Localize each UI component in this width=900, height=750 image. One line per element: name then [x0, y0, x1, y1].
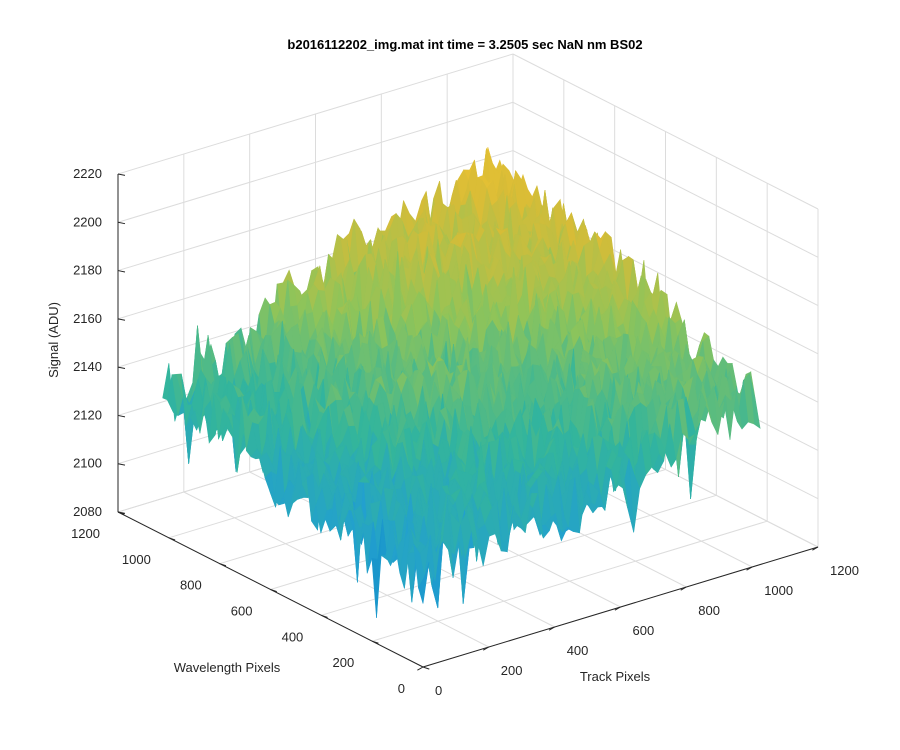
z-tick-label: 2120: [73, 407, 102, 422]
y-tick-mark: [168, 537, 176, 541]
z-tick-mark: [117, 221, 126, 225]
x-tick-mark: [548, 626, 555, 631]
x-tick-label: 1000: [764, 583, 793, 598]
y-tick-mark: [219, 563, 227, 567]
z-tick-label: 2080: [73, 504, 102, 519]
z-tick-label: 2220: [73, 166, 102, 181]
x-tick-label: 600: [633, 623, 655, 638]
y-tick-mark: [372, 640, 379, 644]
z-tick-mark: [117, 318, 126, 321]
x-tick-mark: [746, 566, 753, 571]
wall-gridline-z: [512, 101, 819, 258]
y-tick-mark: [270, 589, 277, 593]
floor-gridline-y: [321, 494, 717, 616]
z-axis-label: Signal (ADU): [46, 302, 61, 378]
x-tick-label: 200: [501, 663, 523, 678]
y-tick-label: 0: [398, 681, 405, 696]
surface-layer: [162, 147, 761, 618]
chart-title: b2016112202_img.mat int time = 3.2505 se…: [287, 37, 642, 52]
wall-gridline-z: [117, 150, 514, 272]
z-tick-mark: [117, 463, 126, 466]
y-tick-mark: [422, 666, 430, 670]
y-tick-label: 1000: [122, 552, 151, 567]
x-tick-mark: [812, 546, 819, 551]
z-tick-mark: [117, 173, 126, 176]
surface-patch: [418, 562, 430, 604]
z-tick-label: 2160: [73, 311, 102, 326]
tick-label-layer: 0 200 400 600 800 1000 1200 0 200 400 600 800 1000 12…: [71, 166, 859, 698]
y-tick-label: 200: [332, 655, 354, 670]
z-tick-label: 2180: [73, 263, 102, 278]
y-tick-label: 600: [231, 604, 253, 619]
z-tick-mark: [117, 414, 126, 418]
x-tick-mark: [482, 646, 490, 651]
x-tick-label: 400: [567, 643, 589, 658]
z-tick-label: 2200: [73, 214, 102, 229]
wall-gridline-z: [512, 150, 819, 307]
z-tick-label: 2100: [73, 456, 102, 471]
y-tick-label: 1200: [71, 526, 100, 541]
z-tick-mark: [117, 270, 126, 273]
x-tick-mark: [417, 666, 424, 671]
y-tick-label: 800: [180, 578, 202, 593]
z-tick-mark: [117, 366, 126, 370]
z-tick-mark: [117, 511, 126, 514]
wall-gridline-z: [117, 53, 514, 175]
axes-layer: [117, 173, 819, 671]
x-axis-label: Track Pixels: [580, 669, 651, 684]
x-tick-mark: [680, 586, 687, 591]
y-axis-label: Wavelength Pixels: [174, 660, 281, 675]
x-tick-label: 1200: [830, 563, 859, 578]
x-tick-label: 0: [435, 683, 442, 698]
x-tick-label: 800: [698, 603, 720, 618]
x-tick-mark: [614, 606, 621, 611]
wall-gridline-z: [512, 53, 819, 210]
wall-gridline-z: [117, 101, 514, 223]
z-tick-label: 2140: [73, 359, 102, 374]
floor-gridline-y: [372, 520, 768, 642]
y-tick-label: 400: [282, 629, 304, 644]
y-tick-mark: [321, 614, 328, 618]
